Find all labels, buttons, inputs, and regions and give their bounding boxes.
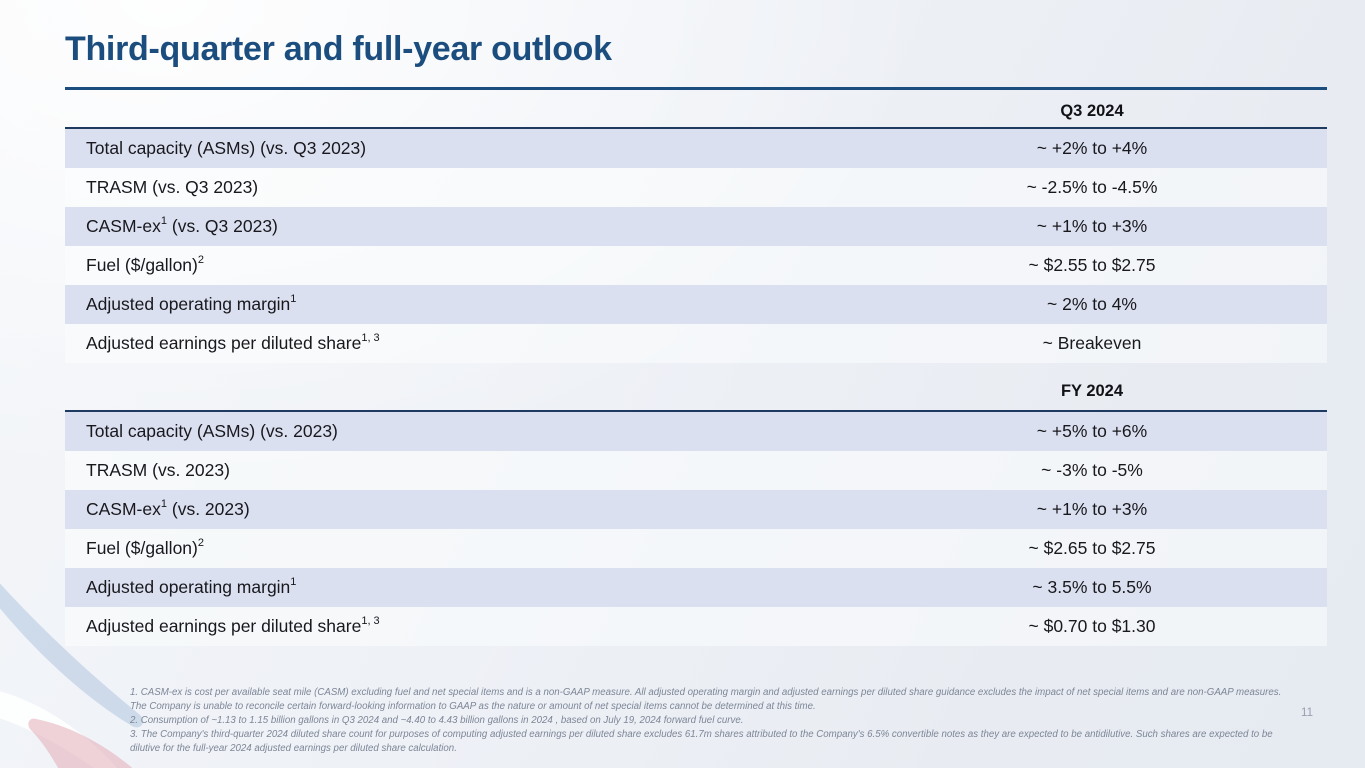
row-label: Adjusted earnings per diluted share1, 3	[86, 615, 380, 636]
table-row: Adjusted operating margin1 ~ 2% to 4%	[65, 285, 1327, 324]
footnote-reference: 1	[160, 215, 167, 228]
row-value: ~ +1% to +3%	[1036, 499, 1148, 519]
footnote-2: 2. Consumption of ~1.13 to 1.15 billion …	[130, 714, 744, 726]
row-label: TRASM (vs. Q3 2023)	[86, 177, 259, 197]
footnote-reference: 2	[197, 537, 204, 550]
footnote-reference: 1	[290, 293, 297, 306]
row-label: Total capacity (ASMs) (vs. Q3 2023)	[86, 138, 367, 158]
table-q3-2024: Total capacity (ASMs) (vs. Q3 2023) ~ +2%…	[65, 127, 1327, 363]
row-value: ~ 2% to 4%	[1047, 294, 1137, 314]
page-number: 11	[1301, 707, 1313, 719]
row-value: ~ $2.55 to $2.75	[1028, 255, 1156, 275]
table-row: CASM-ex1 (vs. 2023) ~ +1% to +3%	[65, 490, 1327, 529]
row-label: Total capacity (ASMs) (vs. 2023)	[86, 421, 338, 441]
row-value: ~ +2% to +4%	[1036, 138, 1148, 158]
footnote-reference: 1	[290, 576, 297, 589]
table-row: Total capacity (ASMs) (vs. 2023) ~ +5% to…	[65, 412, 1327, 451]
table-row: Total capacity (ASMs) (vs. Q3 2023) ~ +2%…	[65, 129, 1327, 168]
row-value: ~ $2.65 to $2.75	[1028, 538, 1156, 558]
row-label: CASM-ex1 (vs. 2023)	[86, 498, 250, 519]
slide-title: Third-quarter and full-year outlook	[65, 30, 612, 68]
table-fy-2024: Total capacity (ASMs) (vs. 2023) ~ +5% to…	[65, 410, 1327, 646]
row-label: Adjusted earnings per diluted share1, 3	[86, 332, 380, 353]
table-row: Adjusted earnings per diluted share1, 3 ~…	[65, 324, 1327, 363]
row-value: ~ -3% to -5%	[1041, 460, 1143, 480]
footnote-1: 1. CASM-ex is cost per available seat mi…	[130, 687, 1282, 712]
table-row: Fuel ($/gallon)2 ~ $2.65 to $2.75	[65, 529, 1327, 568]
row-label: Fuel ($/gallon)2	[86, 537, 204, 558]
title-underline	[65, 87, 1327, 90]
row-value: ~ +5% to +6%	[1036, 421, 1148, 441]
table-row: Adjusted earnings per diluted share1, 3 ~…	[65, 607, 1327, 646]
row-label: Fuel ($/gallon)2	[86, 254, 204, 275]
table-row: TRASM (vs. Q3 2023) ~ -2.5% to -4.5%	[65, 168, 1327, 207]
table-row: CASM-ex1 (vs. Q3 2023) ~ +1% to +3%	[65, 207, 1327, 246]
footnote-reference: 1	[160, 498, 167, 511]
period-header-label: Q3 2024	[1060, 101, 1124, 120]
row-value: ~ Breakeven	[1042, 333, 1142, 353]
table-row: TRASM (vs. 2023) ~ -3% to -5%	[65, 451, 1327, 490]
row-label: Adjusted operating margin1	[86, 293, 297, 314]
outlook-tables: Q3 2024 Total capacity (ASMs) (vs. Q3 202…	[65, 95, 1327, 646]
table-row: Fuel ($/gallon)2 ~ $2.55 to $2.75	[65, 246, 1327, 285]
row-label: CASM-ex1 (vs. Q3 2023)	[86, 215, 278, 236]
row-label: Adjusted operating margin1	[86, 576, 297, 597]
period-header-row-q3-2024: Q3 2024	[65, 95, 1327, 127]
footnotes-block: 1. CASM-ex is cost per available seat mi…	[130, 686, 1298, 756]
row-value: ~ +1% to +3%	[1036, 216, 1148, 236]
row-value: ~ $0.70 to $1.30	[1028, 616, 1156, 636]
period-header-label: FY 2024	[1060, 381, 1124, 400]
row-value: ~ 3.5% to 5.5%	[1032, 577, 1152, 597]
table-row: Adjusted operating margin1 ~ 3.5% to 5.5%	[65, 568, 1327, 607]
row-label: TRASM (vs. 2023)	[86, 460, 230, 480]
footnote-reference: 1, 3	[361, 332, 380, 345]
footnote-reference: 1, 3	[361, 615, 380, 628]
row-value: ~ -2.5% to -4.5%	[1026, 177, 1158, 197]
footnote-reference: 2	[197, 254, 204, 267]
period-header-row-fy-2024: FY 2024	[65, 372, 1327, 410]
footnote-3: 3. The Company's third-quarter 2024 dilu…	[130, 728, 1273, 754]
